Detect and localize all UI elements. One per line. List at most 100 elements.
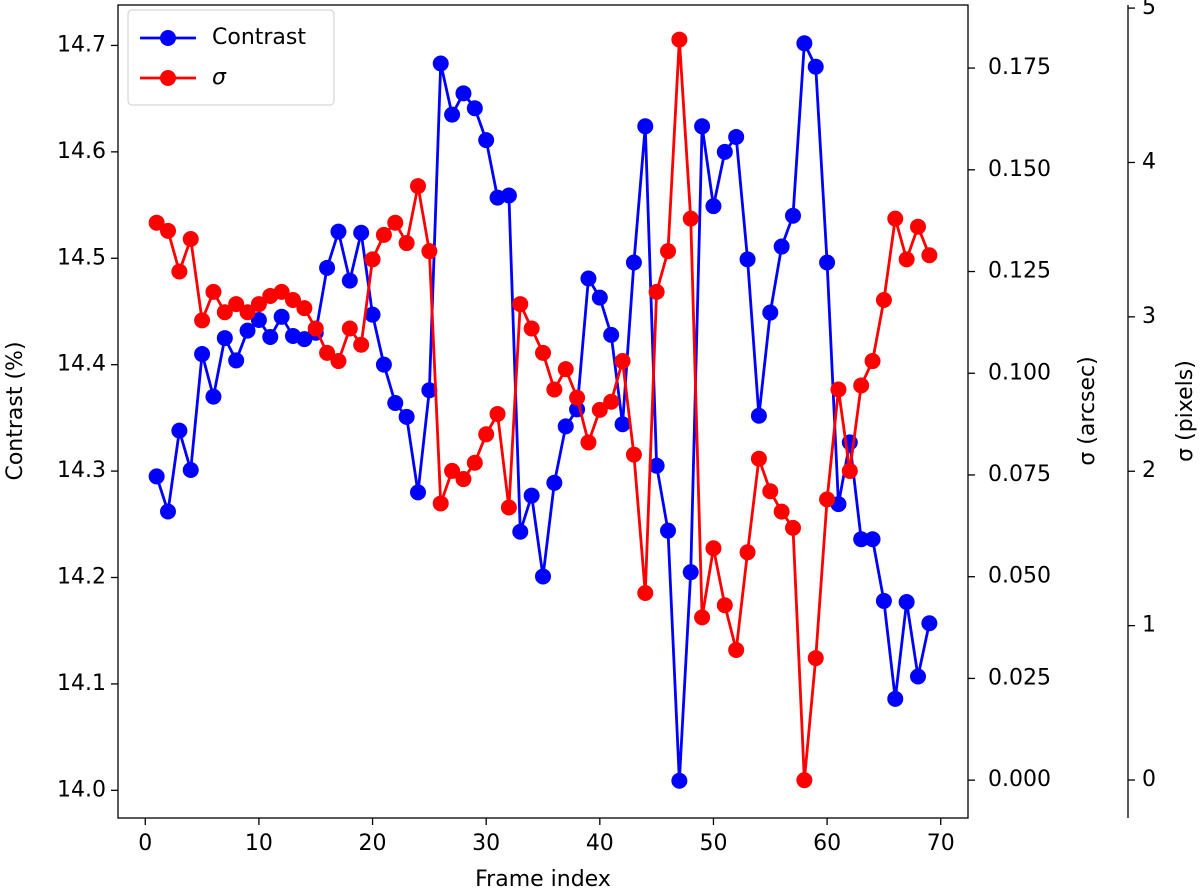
data-point: [694, 118, 711, 135]
y2-tick-label: 0.175: [988, 55, 1051, 80]
data-point: [512, 523, 529, 540]
data-point: [194, 346, 211, 363]
x-tick-label: 40: [586, 831, 614, 856]
data-point: [580, 434, 597, 451]
data-point: [375, 356, 392, 373]
data-point: [353, 336, 370, 353]
y-tick-label: 14.3: [57, 458, 106, 483]
data-point: [762, 304, 779, 321]
data-point: [785, 207, 801, 224]
y3-tick-label: 5: [1142, 0, 1156, 20]
data-point: [398, 235, 415, 252]
plot-frame: [117, 4, 969, 819]
data-point: [387, 394, 404, 411]
y3-axis-label: σ (pixels): [1173, 360, 1198, 462]
data-point: [432, 495, 449, 512]
data-point: [750, 407, 767, 424]
data-point: [728, 641, 745, 658]
data-point: [455, 471, 472, 488]
data-point: [341, 272, 358, 289]
data-point: [444, 106, 461, 123]
data-point: [466, 454, 483, 471]
data-point: [716, 143, 733, 160]
data-point: [796, 35, 813, 52]
data-point: [819, 254, 836, 271]
data-point: [250, 311, 267, 328]
data-point: [603, 326, 620, 343]
x-tick-label: 0: [138, 831, 152, 856]
data-point: [535, 568, 551, 585]
data-point: [512, 296, 529, 313]
data-point: [205, 388, 222, 405]
data-point: [671, 772, 688, 789]
data-point: [785, 519, 801, 536]
data-point: [148, 468, 165, 485]
data-point: [375, 226, 392, 243]
data-point: [898, 593, 915, 610]
data-point: [432, 55, 449, 72]
y-tick-label: 14.6: [57, 139, 106, 164]
legend-label: σ: [212, 65, 227, 90]
data-point: [478, 132, 495, 149]
data-point: [569, 389, 586, 406]
data-point: [353, 224, 370, 241]
data-point: [694, 609, 711, 626]
data-point: [910, 668, 926, 685]
data-point: [205, 283, 222, 300]
data-point: [887, 690, 904, 707]
data-point: [864, 531, 881, 548]
data-point: [660, 522, 676, 539]
x-tick-label: 20: [359, 831, 387, 856]
data-point: [319, 259, 336, 276]
data-point: [364, 251, 381, 268]
data-point: [716, 597, 733, 614]
data-point: [307, 320, 324, 337]
data-point: [739, 544, 756, 561]
data-point: [228, 296, 245, 313]
legend-box: [127, 9, 335, 106]
x-tick-label: 30: [472, 831, 500, 856]
legend-marker: [160, 30, 176, 46]
data-point: [262, 329, 279, 346]
x-tick-label: 70: [927, 831, 955, 856]
data-point: [523, 487, 540, 504]
data-point: [705, 540, 722, 557]
data-point: [478, 426, 495, 443]
data-point: [160, 503, 176, 520]
data-point: [614, 416, 631, 433]
data-point: [546, 474, 563, 491]
data-point: [853, 377, 870, 394]
data-point: [239, 304, 256, 321]
data-point: [410, 484, 426, 501]
data-point: [864, 353, 881, 370]
data-point: [148, 214, 165, 231]
data-point: [682, 564, 699, 581]
data-point: [319, 344, 336, 361]
data-point: [875, 592, 892, 609]
x-tick-label: 50: [699, 831, 727, 856]
data-point: [637, 584, 654, 601]
y3-tick-label: 2: [1142, 458, 1156, 483]
x-tick-label: 60: [813, 831, 841, 856]
data-point: [387, 214, 404, 231]
y-tick-label: 14.0: [57, 777, 106, 802]
legend-marker: [160, 70, 176, 86]
data-point: [500, 187, 517, 204]
data-point: [910, 218, 926, 235]
data-point: [239, 322, 256, 339]
data-point: [228, 352, 245, 369]
data-point: [796, 772, 813, 789]
data-point: [182, 462, 199, 479]
data-point: [250, 296, 267, 313]
data-point: [750, 450, 767, 467]
y-tick-label: 14.1: [57, 671, 106, 696]
data-point: [875, 292, 892, 309]
y2-axis-label: σ (arcsec): [1075, 356, 1100, 465]
data-point: [216, 304, 233, 321]
data-point: [194, 312, 211, 329]
data-point: [591, 289, 608, 306]
y3-tick-label: 3: [1142, 304, 1156, 329]
data-point: [160, 222, 176, 239]
y-tick-label: 14.5: [57, 245, 106, 270]
data-point: [444, 462, 461, 479]
